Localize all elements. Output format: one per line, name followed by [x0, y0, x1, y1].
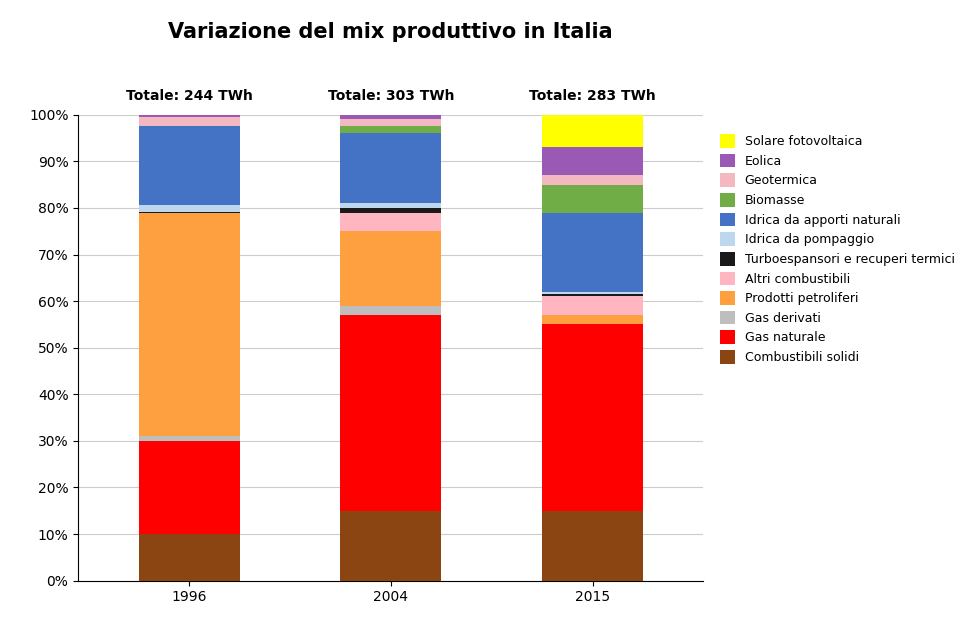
Bar: [139, 212, 239, 436]
Bar: [139, 534, 239, 581]
Bar: [139, 126, 239, 205]
Bar: [542, 212, 643, 292]
Bar: [542, 292, 643, 294]
Text: Totale: 283 TWh: Totale: 283 TWh: [530, 89, 656, 103]
Bar: [340, 510, 442, 581]
Text: Totale: 303 TWh: Totale: 303 TWh: [327, 89, 454, 103]
Bar: [139, 205, 239, 212]
Bar: [542, 510, 643, 581]
Bar: [542, 115, 643, 147]
Bar: [340, 115, 442, 119]
Bar: [542, 184, 643, 212]
Bar: [139, 117, 239, 126]
Bar: [139, 436, 239, 441]
Legend: Solare fotovoltaica, Eolica, Geotermica, Biomasse, Idrica da apporti naturali, I: Solare fotovoltaica, Eolica, Geotermica,…: [716, 130, 958, 367]
Bar: [542, 297, 643, 315]
Title: Variazione del mix produttivo in Italia: Variazione del mix produttivo in Italia: [168, 22, 614, 43]
Bar: [542, 294, 643, 297]
Bar: [340, 204, 442, 208]
Bar: [340, 212, 442, 232]
Bar: [542, 175, 643, 185]
Bar: [340, 126, 442, 133]
Bar: [542, 324, 643, 510]
Bar: [542, 315, 643, 324]
Bar: [340, 315, 442, 510]
Bar: [139, 115, 239, 117]
Bar: [340, 306, 442, 315]
Bar: [340, 208, 442, 212]
Bar: [340, 119, 442, 126]
Bar: [139, 441, 239, 534]
Text: Totale: 244 TWh: Totale: 244 TWh: [126, 89, 252, 103]
Bar: [340, 232, 442, 306]
Bar: [340, 133, 442, 204]
Bar: [542, 147, 643, 175]
